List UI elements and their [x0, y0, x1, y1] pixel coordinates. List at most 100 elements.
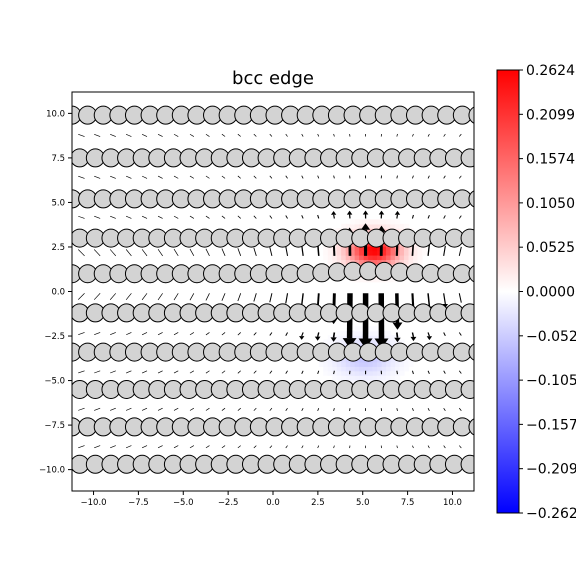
heatmap-cell: [412, 241, 419, 247]
atom: [477, 149, 495, 167]
displacement-arrow: [157, 215, 163, 219]
displacement-arrow: [173, 332, 179, 336]
atom: [460, 303, 474, 323]
heatmap-cell: [408, 246, 414, 252]
heatmap-cell: [390, 357, 396, 363]
displacement-arrow: [109, 293, 117, 300]
y-tick-label: 5.0: [51, 198, 65, 208]
heatmap-cell: [399, 339, 405, 345]
displacement-arrow: [94, 332, 101, 336]
heatmap-cell: [390, 361, 396, 367]
displacement-arrow: [395, 332, 399, 338]
displacement-arrow: [427, 407, 430, 411]
heatmap-cell: [350, 223, 356, 229]
displacement-arrow: [125, 407, 132, 411]
displacement-arrow: [205, 293, 210, 301]
heatmap-cell: [381, 379, 387, 385]
displacement-arrow: [125, 293, 132, 301]
displacement-arrow: [110, 175, 116, 179]
displacement-arrow: [253, 407, 257, 411]
heatmap-cell: [412, 259, 419, 265]
heatmap-cell: [372, 250, 378, 256]
heatmap-cell: [408, 254, 414, 261]
arrow-head: [392, 322, 403, 330]
displacement-arrow: [189, 293, 195, 301]
heatmap-cell: [323, 339, 329, 345]
heatmap-cell: [399, 223, 405, 229]
heatmap-cell: [368, 330, 374, 336]
displacement-arrow: [443, 332, 446, 337]
displacement-arrow: [411, 214, 414, 219]
displacement-arrow: [237, 370, 241, 374]
displacement-arrow: [333, 214, 335, 219]
displacement-arrow: [78, 215, 85, 219]
heatmap-cell: [350, 375, 356, 381]
heatmap-cell: [386, 339, 392, 345]
heatmap-cell: [421, 250, 428, 256]
displacement-arrow: [141, 332, 148, 336]
heatmap-cell: [341, 366, 347, 372]
heatmap-cell: [399, 254, 405, 261]
heatmap-cell: [386, 361, 392, 367]
heatmap-cell: [395, 361, 401, 367]
colorbar-tick-label: 0.2624: [526, 63, 575, 79]
heatmap-cell: [381, 254, 387, 261]
heatmap-cell: [390, 366, 396, 372]
heatmap-cell: [336, 375, 342, 381]
heatmap-cell: [363, 375, 369, 381]
heatmap-cell: [345, 254, 351, 261]
arrow-head: [361, 338, 370, 344]
heatmap-cell: [354, 254, 360, 261]
colorbar: [496, 69, 520, 514]
displacement-arrow: [78, 293, 85, 300]
heatmap-cell: [395, 223, 401, 229]
heatmap-cell: [390, 223, 396, 229]
displacement-arrow: [253, 175, 257, 179]
displacement-arrow: [173, 293, 179, 301]
displacement-arrow: [237, 248, 242, 257]
displacement-arrow: [269, 332, 273, 336]
heatmap-cell: [399, 246, 405, 252]
displacement-arrow: [173, 248, 179, 257]
heatmap-cell: [372, 330, 378, 336]
x-tick-label: −7.5: [128, 498, 149, 508]
displacement-arrow: [189, 370, 195, 374]
heatmap-cell: [336, 254, 342, 261]
heatmap-cell: [368, 223, 374, 229]
heatmap-cell: [332, 254, 338, 261]
colorbar-tick-label: −0.2099: [526, 462, 576, 478]
displacement-arrow: [157, 133, 163, 137]
heatmap-cell: [336, 335, 342, 341]
heatmap-cell: [372, 254, 378, 261]
displacement-arrow: [427, 332, 430, 337]
displacement-arrow: [333, 408, 335, 412]
atom: [468, 343, 474, 361]
heatmap-cell: [341, 246, 347, 252]
displacement-arrow: [157, 249, 163, 257]
displacement-arrow: [459, 445, 462, 449]
heatmap-cell: [399, 259, 405, 265]
heatmap-cell: [336, 361, 342, 367]
displacement-arrow: [412, 408, 414, 412]
heatmap-cell: [368, 250, 374, 256]
displacement-arrow: [205, 407, 210, 411]
y-tick-label: −2.5: [44, 332, 65, 342]
x-tick-label: −2.5: [218, 498, 239, 508]
heatmap-cell: [386, 259, 392, 265]
atom: [477, 229, 495, 247]
x-tick-label: 2.5: [311, 498, 325, 508]
heatmap-cell: [377, 370, 383, 376]
atom: [468, 418, 474, 436]
displacement-arrow: [443, 175, 446, 179]
heatmap-cell: [372, 357, 378, 363]
heatmap-cell: [336, 370, 342, 376]
heatmap-cell: [341, 223, 347, 229]
heatmap-cell: [323, 246, 329, 252]
displacement-arrow: [253, 445, 257, 449]
displacement-arrow: [125, 249, 132, 257]
x-tick-label: −5.0: [173, 498, 194, 508]
heatmap-cell: [345, 250, 351, 256]
displacement-arrow: [189, 133, 195, 137]
heatmap-cell: [368, 219, 374, 225]
